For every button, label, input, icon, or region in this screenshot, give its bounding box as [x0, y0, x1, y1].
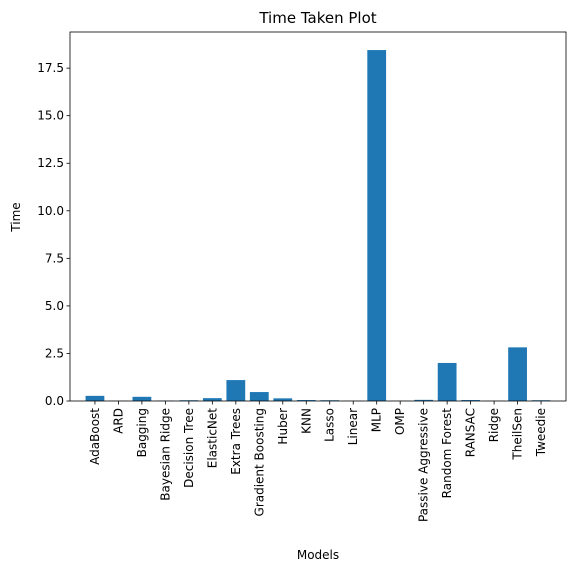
y-axis: 0.0 2.5 5.0 7.5 10.0 12.5 15.0 17.5 [37, 61, 70, 408]
bar-ransac [461, 400, 481, 401]
x-tick-label: Extra Trees [229, 408, 243, 475]
x-axis: AdaBoost ARD Bagging Bayesian Ridge Decision… [88, 401, 548, 522]
y-tick-label: 17.5 [37, 61, 64, 75]
x-tick-label: Random Forest [440, 408, 454, 499]
x-tick-label: TheilSen [511, 408, 525, 461]
bar-mlp [367, 50, 387, 401]
bar-knn [296, 400, 316, 401]
y-axis-label: Time [9, 202, 23, 232]
x-tick-label: KNN [299, 408, 313, 434]
x-tick-label: Decision Tree [182, 408, 196, 488]
bar-gradient-boosting [249, 392, 269, 401]
chart-title: Time Taken Plot [258, 9, 376, 27]
bar-elasticnet [202, 398, 222, 401]
x-tick-label: Bagging [135, 408, 149, 457]
x-tick-label: OMP [393, 408, 407, 435]
bar-extra-trees [226, 380, 246, 401]
y-tick-label: 10.0 [37, 204, 64, 218]
y-tick-label: 12.5 [37, 156, 64, 170]
x-axis-label: Models [297, 548, 339, 562]
x-tick-label: Tweedie [534, 408, 548, 457]
bar-bagging [132, 396, 152, 401]
x-tick-label: ElasticNet [205, 408, 219, 469]
y-tick-label: 15.0 [37, 109, 64, 123]
y-tick-label: 2.5 [45, 346, 64, 360]
x-tick-label: Gradient Boosting [252, 408, 266, 516]
x-tick-label: RANSAC [464, 408, 478, 457]
x-tick-label: ARD [111, 408, 125, 434]
bar-huber [273, 398, 293, 401]
bar-passive-aggressive [414, 399, 434, 401]
x-tick-label: Passive Aggressive [417, 408, 431, 522]
x-tick-label: Bayesian Ridge [158, 408, 172, 501]
y-tick-label: 5.0 [45, 299, 64, 313]
y-tick-label: 0.0 [45, 394, 64, 408]
bars-group [85, 50, 551, 401]
bar-random-forest [437, 362, 457, 401]
y-tick-label: 7.5 [45, 251, 64, 265]
x-tick-label: Lasso [323, 408, 337, 442]
x-tick-label: AdaBoost [88, 408, 102, 465]
x-tick-label: MLP [370, 408, 384, 432]
x-tick-label: Huber [276, 408, 290, 445]
x-tick-label: Linear [346, 408, 360, 445]
x-tick-label: Ridge [487, 408, 501, 442]
plot-frame [69, 31, 567, 402]
bar-theilsen [508, 347, 527, 401]
bar-adaboost [85, 395, 105, 401]
